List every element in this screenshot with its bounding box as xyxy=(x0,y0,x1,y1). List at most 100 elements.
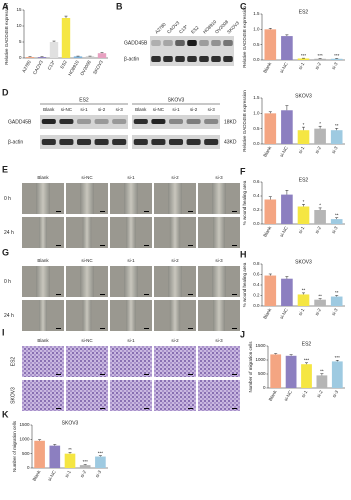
y-tick-label: 0.6 xyxy=(253,179,260,184)
significance: *** xyxy=(335,355,341,360)
error-bar xyxy=(268,273,272,276)
x-tick-label: ES2 xyxy=(59,59,68,69)
scale-bar xyxy=(188,374,193,375)
significance: * xyxy=(319,203,321,208)
x-tick-label: SKOV3 xyxy=(92,59,104,75)
bar xyxy=(264,199,277,224)
y-tick-label: 0.0 xyxy=(253,57,260,62)
error-bar xyxy=(64,15,68,18)
row-label: 0 h xyxy=(4,196,11,202)
y-tick-label: 0.5 xyxy=(253,42,260,47)
y-tick-label: 1.5 xyxy=(253,95,260,100)
bar xyxy=(281,278,293,306)
scale-bar xyxy=(232,408,237,409)
x-tick-label: si-3 xyxy=(331,145,339,154)
error-bar xyxy=(302,126,305,131)
row-label: β-actin xyxy=(124,56,139,62)
bar xyxy=(37,57,47,58)
error-bar xyxy=(335,128,339,131)
y-tick-label: 0.5 xyxy=(253,126,260,131)
significance: ** xyxy=(335,123,339,128)
y-tick-label: 0.8 xyxy=(253,261,260,266)
x-tick-label: Blank xyxy=(262,145,272,158)
band xyxy=(151,119,166,124)
row-label: SKOV3 xyxy=(10,387,16,404)
x-tick-label: si-1 xyxy=(297,225,305,234)
band xyxy=(199,56,209,62)
significance: ** xyxy=(335,212,339,217)
error-bar xyxy=(318,207,322,210)
bar xyxy=(297,58,310,60)
y-tick-label: 0.2 xyxy=(253,293,260,298)
column-label: si-1 xyxy=(127,338,135,343)
size-label: 18KD xyxy=(224,119,237,125)
error-bar xyxy=(68,452,72,454)
panel-letter: H xyxy=(240,249,247,259)
x-tick-label: Blank xyxy=(262,225,272,238)
scale-bar xyxy=(188,245,193,246)
column-label: si-NC xyxy=(81,338,93,343)
y-tick-label: 500 xyxy=(258,371,266,376)
micrograph xyxy=(154,380,196,411)
x-tick-label: si-1 xyxy=(297,145,305,154)
column-label: si-2 xyxy=(171,338,179,343)
lane-label: ES2 xyxy=(190,25,200,35)
band xyxy=(133,139,148,145)
micrograph xyxy=(198,380,240,411)
micrograph xyxy=(110,380,152,411)
significance: *** xyxy=(83,459,89,464)
band xyxy=(211,40,221,46)
wound-gap xyxy=(169,217,181,248)
error-bar xyxy=(335,217,339,220)
y-axis-label: Relative GADD45B expression xyxy=(4,3,9,65)
error-bar xyxy=(268,196,272,200)
bar xyxy=(95,456,106,468)
error-bar xyxy=(318,298,322,300)
significance: ** xyxy=(68,447,72,452)
micrograph xyxy=(198,346,240,377)
group-label: SKOV3 xyxy=(168,97,185,103)
bar xyxy=(73,56,83,58)
lane-label: si-NC xyxy=(61,107,73,112)
x-tick-label: Blank xyxy=(262,61,272,74)
band xyxy=(204,119,219,124)
y-tick-label: 0.6 xyxy=(253,272,260,277)
micrograph xyxy=(22,346,64,377)
error-bar xyxy=(98,455,102,457)
bar xyxy=(64,453,76,468)
x-tick-label: C13* xyxy=(47,59,56,70)
chart-title: SKOV3 xyxy=(295,259,312,265)
bar xyxy=(330,296,343,306)
column-label: si-3 xyxy=(215,338,223,343)
y-tick-label: 500 xyxy=(22,451,30,456)
chart-title: ES2 xyxy=(299,9,309,15)
panel-letter: F xyxy=(240,166,246,176)
x-tick-label: Blank xyxy=(32,469,42,482)
x-tick-label: si-1 xyxy=(297,307,305,316)
micrograph xyxy=(154,346,196,377)
x-tick-label: si-1 xyxy=(300,389,308,398)
column-label: Blank xyxy=(37,338,49,343)
x-tick-label: si-3 xyxy=(94,469,102,478)
chart-title: ES2 xyxy=(299,177,309,183)
bar xyxy=(49,445,61,468)
y-axis-label: % wound healing area xyxy=(242,180,247,225)
error-bar xyxy=(38,439,42,441)
significance: * xyxy=(303,122,305,127)
significance: *** xyxy=(317,53,323,58)
row-label: GADD45B xyxy=(124,40,148,46)
micrograph xyxy=(110,346,152,377)
band xyxy=(186,119,201,124)
column-label: Blank xyxy=(37,175,49,180)
band xyxy=(175,40,185,46)
bar xyxy=(281,194,293,224)
lane-label: si-NC xyxy=(153,107,165,112)
scale-bar xyxy=(188,294,193,295)
wound-gap xyxy=(126,300,136,331)
band xyxy=(94,119,109,124)
bar xyxy=(61,18,71,58)
x-tick-label: si-2 xyxy=(314,307,322,316)
wound-gap xyxy=(124,266,138,297)
row-label: β-actin xyxy=(8,139,23,145)
